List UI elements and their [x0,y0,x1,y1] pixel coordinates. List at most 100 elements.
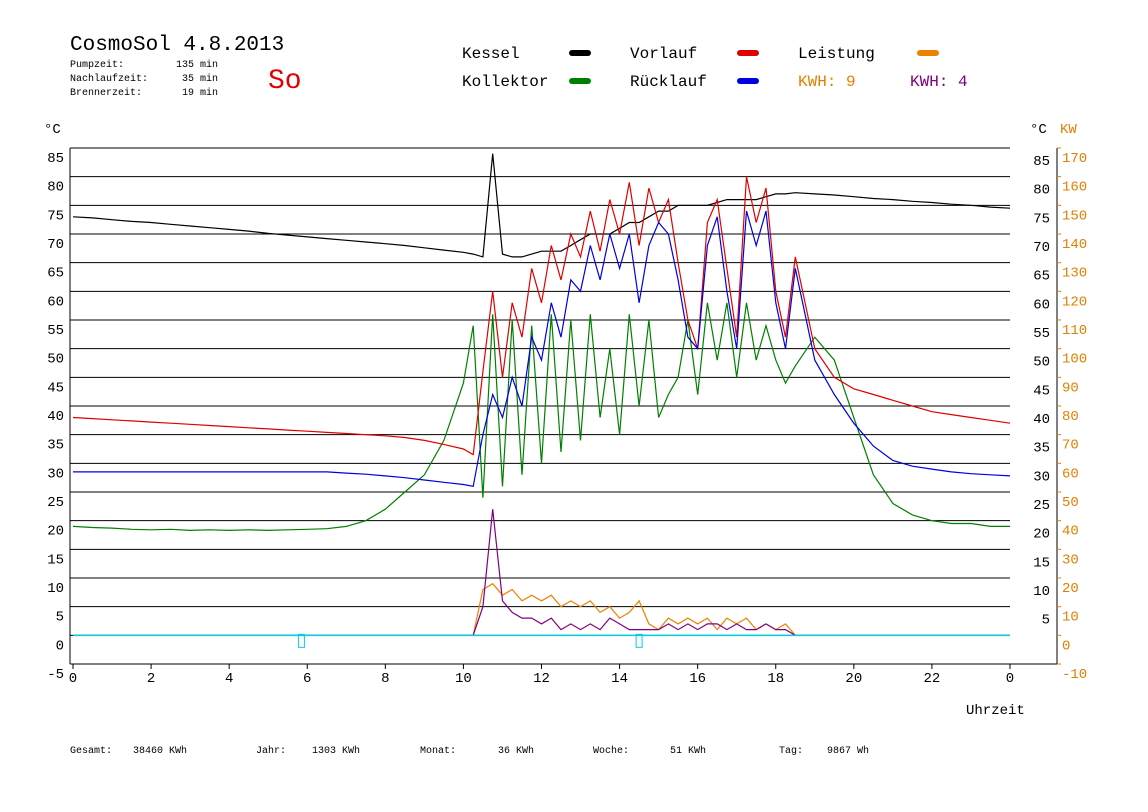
y-tick-label: -5 [47,667,64,683]
y-tick-label: 45 [47,380,64,396]
y-tick-label: 75 [47,208,64,224]
y-tick-label: 15 [47,552,64,568]
info-value: 135 min [176,59,218,71]
y-unit: °C [44,122,61,138]
y2-tick-label: 170 [1062,151,1087,167]
y-tick-label-right: 20 [1033,527,1050,543]
x-tick-label: 12 [533,671,550,687]
y-tick-label: 0 [56,638,64,654]
total-value: 36 KWh [498,745,534,757]
legend-label: Rücklauf [630,73,707,91]
y2-tick-label: 100 [1062,352,1087,368]
y2-tick-label: 130 [1062,266,1087,282]
y-tick-label-right: 75 [1033,211,1050,227]
y-tick-label-right: 65 [1033,269,1050,285]
total-label: Jahr: [256,745,286,757]
x-tick-label: 8 [381,671,389,687]
y-tick-label: 20 [47,524,64,540]
y-tick-label-right: 50 [1033,355,1050,371]
y2-tick-label: 150 [1062,208,1087,224]
x-tick-label: 22 [924,671,941,687]
info-label: Brennerzeit: [70,87,142,99]
x-tick-label: 16 [689,671,706,687]
total-value: 9867 Wh [827,745,869,757]
series-line [72,176,1011,456]
y2-tick-label: 90 [1062,380,1079,396]
total-label: Monat: [420,746,456,757]
series-line [73,582,1010,636]
x-tick-label: 4 [225,671,233,687]
legend-label: Vorlauf [630,45,697,63]
y-tick-label-right: 35 [1033,441,1050,457]
y-tick-label-right: 45 [1033,383,1050,399]
y-tick-label: 55 [47,323,64,339]
info-value: 35 min [182,73,218,85]
y2-tick-label: 30 [1062,552,1079,568]
y2-tick-label: 40 [1062,524,1079,540]
y2-tick-label: 60 [1062,466,1079,482]
y-tick-label: 30 [47,466,64,482]
y2-tick-label: 110 [1062,323,1087,339]
y-tick-label: 70 [47,237,64,253]
kwh-label: KWH: 4 [910,73,968,91]
status-marker [297,633,305,648]
y-tick-label: 65 [47,266,64,282]
y-tick-label: 40 [47,409,64,425]
x-axis-label: Uhrzeit [966,703,1025,719]
info-label: Nachlaufzeit: [70,73,148,85]
y-tick-label-right: 55 [1033,326,1050,342]
y-unit-right: °C [1030,122,1047,138]
x-tick-label: 18 [767,671,784,687]
total-value: 1303 KWh [312,745,360,757]
x-tick-label: 10 [455,671,472,687]
y-tick-label-right: 30 [1033,469,1050,485]
y-tick-label-right: 85 [1033,154,1050,170]
x-tick-label: 0 [69,671,77,687]
y-tick-label-right: 10 [1033,584,1050,600]
info-label: Pumpzeit: [70,59,124,71]
series-line [73,210,1011,487]
info-value: 19 min [182,87,218,99]
y-tick-label-right: 15 [1033,555,1050,571]
series-line [72,302,1010,532]
y-tick-label: 35 [47,438,64,454]
series-line [73,509,1010,636]
total-value: 38460 KWh [133,745,187,757]
y2-unit: KW [1060,122,1077,138]
y-tick-label: 10 [47,581,64,597]
y-tick-label: 60 [47,294,64,310]
y2-tick-label: 120 [1062,294,1087,310]
y-tick-label: 5 [56,610,64,626]
total-label: Gesamt: [70,746,112,757]
y2-tick-label: 50 [1062,495,1079,511]
x-tick-label: 0 [1006,671,1014,687]
y2-tick-label: 70 [1062,438,1079,454]
y2-tick-label: 20 [1062,581,1079,597]
chart-title: CosmoSol 4.8.2013 [70,34,284,57]
legend-label: Kollektor [462,73,548,91]
y-tick-label-right: 60 [1033,297,1050,313]
y-tick-label-right: 5 [1042,613,1050,629]
y-tick-label-right: 80 [1033,183,1050,199]
legend-label: Leistung [798,45,875,63]
y2-tick-label: -10 [1062,667,1087,683]
y-tick-label: 25 [47,495,64,511]
total-label: Tag: [779,746,803,757]
y2-tick-label: 80 [1062,409,1079,425]
x-tick-label: 14 [611,671,628,687]
y-tick-label: 80 [47,180,64,196]
day-label: So [268,66,302,97]
y-tick-label: 85 [47,151,64,167]
legend-label: Kessel [462,45,520,63]
y2-tick-label: 10 [1062,610,1079,626]
y-tick-label-right: 70 [1033,240,1050,256]
y2-tick-label: 140 [1062,237,1087,253]
total-value: 51 KWh [670,745,706,757]
y-tick-label: 50 [47,352,64,368]
x-tick-label: 2 [147,671,155,687]
y2-tick-label: 0 [1062,638,1070,654]
x-tick-label: 20 [845,671,862,687]
total-label: Woche: [593,745,629,757]
y-tick-label-right: 25 [1033,498,1050,514]
